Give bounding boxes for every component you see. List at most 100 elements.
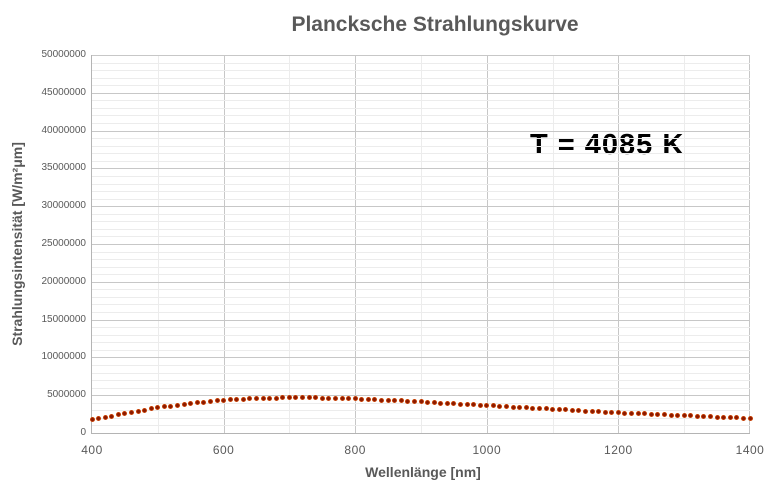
data-point <box>655 412 661 418</box>
data-point <box>319 395 325 401</box>
y-minor-gridline <box>92 184 750 185</box>
data-point <box>451 401 457 407</box>
data-point <box>727 415 733 421</box>
y-major-gridline <box>92 320 750 321</box>
y-minor-gridline <box>92 297 750 298</box>
data-point <box>267 395 273 401</box>
data-point <box>109 413 115 419</box>
data-point <box>576 408 582 414</box>
x-axis-tick-label: 1000 <box>472 443 502 457</box>
data-point <box>128 409 134 415</box>
data-point <box>471 402 477 408</box>
data-point <box>734 415 740 421</box>
data-point <box>550 406 556 412</box>
y-minor-gridline <box>92 289 750 290</box>
data-point <box>444 400 450 406</box>
data-point <box>622 410 628 416</box>
data-point <box>379 397 385 403</box>
data-point <box>714 414 720 420</box>
data-point <box>681 413 687 419</box>
y-axis-tick-label: 40000000 <box>41 124 87 136</box>
y-minor-gridline <box>92 373 750 374</box>
data-point <box>247 396 253 402</box>
data-point <box>148 406 154 412</box>
data-point <box>530 405 536 411</box>
data-point <box>89 417 95 423</box>
y-minor-gridline <box>92 63 750 64</box>
y-axis-tick-label: 30000000 <box>41 200 87 212</box>
data-point <box>115 412 121 418</box>
x-axis-tick-label: 400 <box>81 443 103 457</box>
y-major-gridline <box>92 395 750 396</box>
data-point <box>280 395 286 401</box>
y-minor-gridline <box>92 236 750 237</box>
y-minor-gridline <box>92 312 750 313</box>
x-axis-tick-label: 1400 <box>735 443 765 457</box>
y-minor-gridline <box>92 259 750 260</box>
y-minor-gridline <box>92 229 750 230</box>
y-major-gridline <box>92 93 750 94</box>
data-point <box>313 395 319 401</box>
y-minor-gridline <box>92 388 750 389</box>
y-axis-tick-label: 45000000 <box>41 86 87 98</box>
y-minor-gridline <box>92 350 750 351</box>
y-minor-gridline <box>92 327 750 328</box>
y-minor-gridline <box>92 138 750 139</box>
data-point <box>214 398 220 404</box>
y-minor-gridline <box>92 342 750 343</box>
y-minor-gridline <box>92 410 750 411</box>
data-point <box>201 399 207 405</box>
data-point <box>102 414 108 420</box>
data-point <box>359 396 365 402</box>
data-point <box>227 397 233 403</box>
data-point <box>194 400 200 406</box>
y-major-gridline <box>92 168 750 169</box>
data-point <box>234 397 240 402</box>
data-point <box>260 395 266 401</box>
data-point <box>155 405 161 411</box>
y-axis-tick-label: 25000000 <box>41 238 87 249</box>
data-point <box>346 396 352 402</box>
data-point <box>240 396 246 402</box>
data-point <box>477 402 483 408</box>
y-minor-gridline <box>92 100 750 101</box>
data-point <box>457 401 463 407</box>
y-minor-gridline <box>92 85 750 86</box>
data-point <box>398 398 404 404</box>
y-minor-gridline <box>92 123 750 124</box>
data-point <box>418 399 424 405</box>
y-minor-gridline <box>92 221 750 222</box>
data-point <box>293 395 299 401</box>
y-major-gridline <box>92 282 750 283</box>
data-point <box>688 413 694 419</box>
data-point <box>629 410 635 416</box>
data-point <box>181 401 187 407</box>
y-minor-gridline <box>92 176 750 177</box>
data-point <box>708 414 714 420</box>
data-point <box>517 404 523 410</box>
data-point <box>438 400 444 406</box>
data-point <box>668 412 674 418</box>
y-minor-gridline <box>92 274 750 275</box>
data-point <box>392 398 398 404</box>
y-major-gridline <box>92 131 750 132</box>
y-axis-tick-label: 35000000 <box>41 162 87 174</box>
y-axis-tick-label: 20000000 <box>41 275 87 287</box>
chart-title: Plancksche Strahlungskurve <box>291 13 579 36</box>
y-minor-gridline <box>92 153 750 154</box>
y-minor-gridline <box>92 380 750 381</box>
data-point <box>254 395 259 401</box>
y-major-gridline <box>92 55 750 56</box>
data-point <box>536 406 542 412</box>
y-minor-gridline <box>92 115 750 116</box>
data-point <box>615 410 621 416</box>
data-point <box>609 409 615 415</box>
data-point <box>484 403 490 409</box>
y-minor-gridline <box>92 267 750 268</box>
x-axis-title: Wellenlänge [nm] <box>365 464 481 480</box>
data-point <box>365 396 371 402</box>
y-minor-gridline <box>92 304 750 305</box>
data-point <box>96 416 102 422</box>
y-major-gridline <box>92 244 750 245</box>
